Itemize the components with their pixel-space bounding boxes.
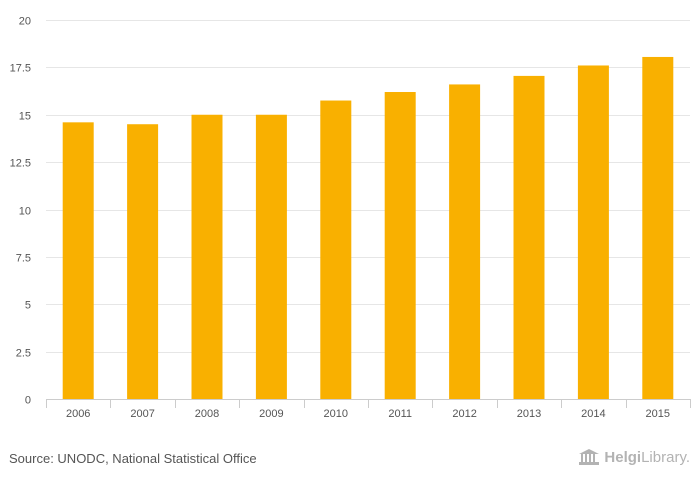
y-tick-label: 0 bbox=[25, 395, 31, 407]
x-tick-label: 2007 bbox=[130, 408, 154, 420]
bar-2015 bbox=[642, 56, 674, 399]
bar-2009 bbox=[255, 114, 287, 399]
bar-2008 bbox=[191, 114, 223, 399]
bar-2013 bbox=[513, 75, 545, 399]
chart-area: 0 2.5 5 7.5 10 12.5 15 17.5 20 2006 2007 2008 2009 20… bbox=[10, 16, 691, 420]
y-tick-label: 5 bbox=[25, 300, 31, 312]
y-tick-label: 10 bbox=[19, 206, 31, 218]
x-tick-label: 2013 bbox=[517, 408, 541, 420]
bar-2011 bbox=[384, 92, 416, 399]
x-tick-label: 2012 bbox=[452, 408, 476, 420]
y-tick-label: 15 bbox=[19, 111, 31, 123]
bar-2014 bbox=[577, 65, 609, 399]
footer: Source: UNODC, National Statistical Offi… bbox=[0, 442, 700, 483]
bar-chart: 0 2.5 5 7.5 10 12.5 15 17.5 20 2006 2007 2008 2009 20… bbox=[10, 16, 691, 420]
x-tick-label: 2011 bbox=[388, 408, 412, 420]
y-tick-label: 20 bbox=[19, 16, 31, 28]
source-note: Source: UNODC, National Statistical Offi… bbox=[9, 451, 257, 466]
y-tick-label: 7.5 bbox=[16, 253, 31, 265]
brand-name-library: Library. bbox=[641, 448, 690, 466]
brand-logo: Helgi Library. bbox=[578, 448, 690, 466]
brand-name-helgi: Helgi bbox=[604, 448, 642, 466]
x-tick-label: 2015 bbox=[646, 408, 670, 420]
library-building-icon bbox=[579, 449, 600, 465]
x-tick-label: 2006 bbox=[66, 408, 90, 420]
y-tick-label: 2.5 bbox=[16, 348, 31, 360]
bar-2012 bbox=[449, 84, 481, 400]
bar-2010 bbox=[320, 100, 352, 399]
x-tick-label: 2010 bbox=[324, 408, 348, 420]
y-tick-label: 12.5 bbox=[10, 158, 31, 170]
x-tick-label: 2009 bbox=[259, 408, 283, 420]
y-tick-label: 17.5 bbox=[10, 63, 31, 75]
bar-2007 bbox=[127, 124, 159, 399]
x-tick-label: 2014 bbox=[581, 408, 605, 420]
x-tick-label: 2008 bbox=[195, 408, 219, 420]
bar-2006 bbox=[62, 122, 94, 399]
